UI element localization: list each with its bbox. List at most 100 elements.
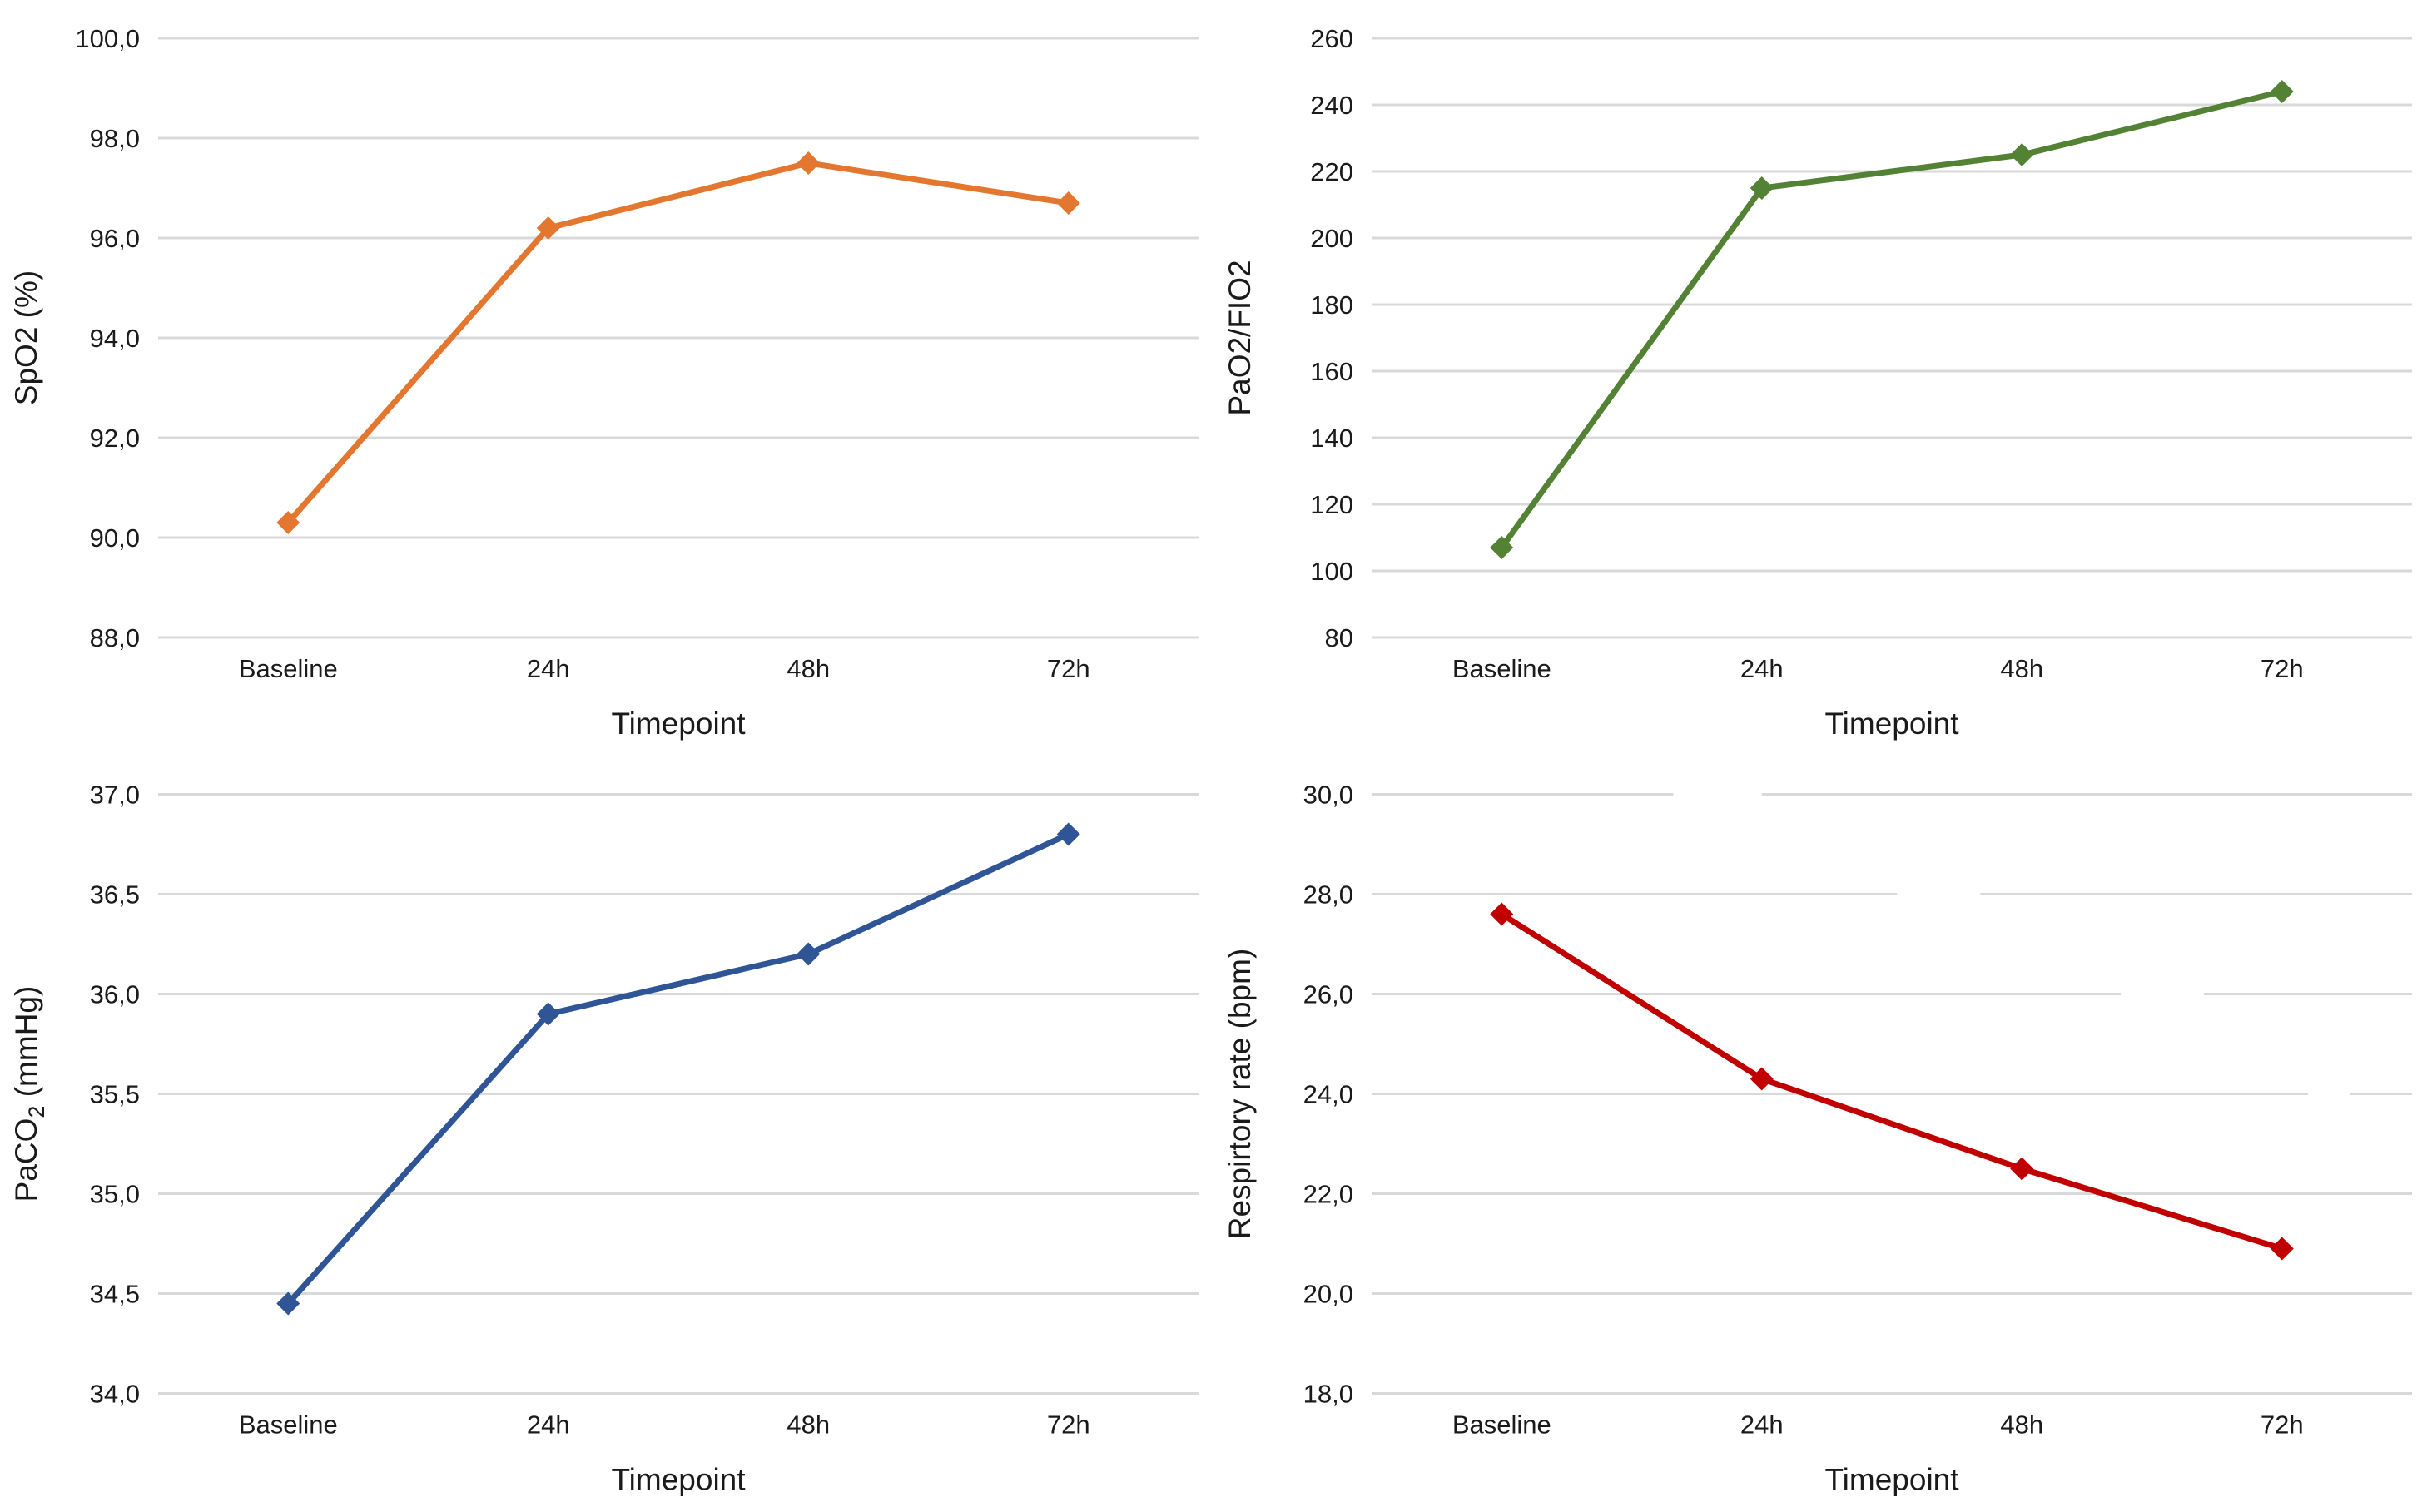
pao2fio2-ytick-label: 160 [1310, 357, 1353, 386]
resprate-ytick-label: 26,0 [1303, 980, 1353, 1009]
paco2-chart-panel: 37,0 36,5 36,0 35,5 35,0 34,5 34,0 Baseline 24h 4… [0, 756, 1214, 1512]
pao2fio2-series-line [1499, 88, 2283, 550]
pao2fio2-markers [1490, 80, 2294, 559]
spo2-xtick-labels: Baseline 24h 48h 72h [239, 654, 1090, 683]
paco2-marker-72h [1056, 822, 1080, 846]
resprate-series-line [1500, 911, 2283, 1252]
paco2-xtick-label: Baseline [239, 1410, 338, 1440]
paco2-ytick-labels: 37,0 36,5 36,0 35,5 35,0 34,5 34,0 [90, 781, 140, 1409]
paco2-markers [276, 822, 1080, 1316]
resprate-xtick-label: Baseline [1452, 1410, 1551, 1440]
spo2-ytick-labels: 100,0 98,0 96,0 94,0 92,0 90,0 88,0 [75, 24, 140, 652]
paco2-xaxis-title: Timepoint [611, 1463, 746, 1497]
spo2-ytick-label: 98,0 [90, 124, 140, 153]
paco2-chart: 37,0 36,5 36,0 35,5 35,0 34,5 34,0 Baseline 24h 4… [9, 781, 1199, 1497]
pao2fio2-xtick-labels: Baseline 24h 48h 72h [1452, 654, 2304, 683]
spo2-marker-Baseline [276, 511, 300, 534]
paco2-gridlines [158, 793, 1199, 1395]
resprate-xaxis-title: Timepoint [1824, 1463, 1959, 1497]
resprate-ytick-label: 28,0 [1303, 880, 1353, 910]
pao2fio2-yaxis-title: PaO2/FIO2 [1223, 260, 1257, 415]
paco2-marker-48h [797, 942, 821, 966]
spo2-gridlines [158, 37, 1199, 639]
spo2-ytick-label: 90,0 [90, 523, 140, 553]
pao2fio2-marker-72h [2270, 80, 2294, 103]
pao2fio2-xtick-label: 72h [2261, 654, 2304, 683]
resprate-xtick-label: 72h [2261, 1410, 2304, 1440]
spo2-xtick-label: Baseline [239, 654, 338, 683]
paco2-xtick-label: 48h [787, 1410, 830, 1440]
spo2-ytick-label: 100,0 [75, 24, 140, 53]
pao2fio2-ytick-label: 100 [1310, 557, 1353, 586]
spo2-yaxis-title: SpO2 (%) [9, 270, 43, 405]
resprate-marker-24h [1750, 1067, 1774, 1091]
paco2-ytick-label: 35,5 [90, 1080, 140, 1109]
resprate-marker-72h [2270, 1237, 2294, 1261]
paco2-ytick-label: 36,0 [90, 980, 140, 1009]
spo2-chart-panel: 100,0 98,0 96,0 94,0 92,0 90,0 88,0 Baseline 24h… [0, 0, 1214, 756]
pao2fio2-marker-Baseline [1490, 536, 1514, 559]
pao2fio2-chart-panel: 260 240 220 200 180 160 140 120 100 80 Baseline 24h… [1214, 0, 2427, 756]
paco2-xtick-labels: Baseline 24h 48h 72h [239, 1410, 1090, 1440]
paco2-xtick-label: 72h [1047, 1410, 1090, 1440]
paco2-marker-Baseline [276, 1291, 300, 1316]
resprate-marker-Baseline [1490, 902, 1514, 926]
pao2fio2-marker-24h [1750, 176, 1774, 200]
paco2-xtick-label: 24h [527, 1410, 570, 1440]
paco2-ytick-label: 34,0 [90, 1380, 140, 1409]
paco2-marker-24h [536, 1002, 560, 1026]
paco2-yaxis-title: PaCO2 (mmHg) [9, 986, 49, 1202]
spo2-ytick-label: 92,0 [90, 424, 140, 453]
resprate-xtick-label: 24h [1740, 1410, 1784, 1440]
pao2fio2-xtick-label: Baseline [1452, 654, 1551, 683]
pao2fio2-chart: 260 240 220 200 180 160 140 120 100 80 Baseline 24h… [1223, 24, 2412, 741]
resprate-gridlines [1372, 793, 2412, 1395]
pao2fio2-ytick-label: 260 [1310, 24, 1353, 53]
paco2-ytick-label: 35,0 [90, 1180, 140, 1209]
pao2fio2-ytick-labels: 260 240 220 200 180 160 140 120 100 80 [1310, 24, 1353, 652]
pao2fio2-ytick-label: 80 [1325, 623, 1353, 652]
resprate-xtick-labels: Baseline 24h 48h 72h [1452, 1410, 2304, 1440]
spo2-marker-48h [797, 151, 821, 175]
spo2-marker-72h [1056, 191, 1080, 215]
spo2-ytick-label: 96,0 [90, 224, 140, 253]
resprate-ytick-label: 30,0 [1303, 781, 1353, 810]
spo2-chart: 100,0 98,0 96,0 94,0 92,0 90,0 88,0 Baseline 24h… [9, 24, 1199, 741]
spo2-xtick-label: 24h [527, 654, 570, 683]
resprate-ytick-label: 20,0 [1303, 1280, 1353, 1309]
spo2-ytick-label: 94,0 [90, 324, 140, 353]
spo2-series-line [285, 160, 1070, 525]
resprate-yaxis-title: Respirtory rate (bpm) [1223, 949, 1257, 1240]
resprate-markers [1490, 902, 2294, 1261]
pao2fio2-xtick-label: 48h [2000, 654, 2043, 683]
spo2-marker-24h [536, 216, 560, 240]
spo2-ytick-label: 88,0 [90, 623, 140, 652]
resprate-chart-panel: 30,0 28,0 26,0 24,0 22,0 20,0 18,0 Baseline 24h 4… [1214, 756, 2427, 1512]
paco2-series-line [285, 831, 1070, 1306]
resprate-xtick-label: 48h [2000, 1410, 2043, 1440]
pao2fio2-ytick-label: 200 [1310, 224, 1353, 253]
resprate-ytick-label: 24,0 [1303, 1080, 1353, 1109]
spo2-xtick-label: 48h [787, 654, 830, 683]
pao2fio2-gridlines [1372, 37, 2412, 639]
paco2-ytick-label: 37,0 [90, 781, 140, 810]
resprate-ytick-labels: 30,0 28,0 26,0 24,0 22,0 20,0 18,0 [1303, 781, 1353, 1409]
respiratory-rate-chart: 30,0 28,0 26,0 24,0 22,0 20,0 18,0 Baseline 24h 4… [1223, 781, 2412, 1497]
paco2-ytick-label: 34,5 [90, 1280, 140, 1309]
resprate-ytick-label: 22,0 [1303, 1180, 1353, 1209]
resprate-ytick-label: 18,0 [1303, 1380, 1353, 1409]
spo2-xtick-label: 72h [1047, 654, 1090, 683]
spo2-markers [276, 151, 1080, 534]
resprate-marker-48h [2010, 1157, 2034, 1181]
pao2fio2-xaxis-title: Timepoint [1824, 706, 1959, 741]
pao2fio2-ytick-label: 180 [1310, 290, 1353, 320]
pao2fio2-ytick-label: 220 [1310, 157, 1353, 186]
pao2fio2-xtick-label: 24h [1740, 654, 1784, 683]
pao2fio2-ytick-label: 120 [1310, 490, 1353, 519]
paco2-ytick-label: 36,5 [90, 880, 140, 910]
pao2fio2-ytick-label: 140 [1310, 424, 1353, 453]
spo2-xaxis-title: Timepoint [611, 706, 746, 741]
pao2fio2-ytick-label: 240 [1310, 91, 1353, 120]
pao2fio2-marker-48h [2010, 143, 2034, 166]
